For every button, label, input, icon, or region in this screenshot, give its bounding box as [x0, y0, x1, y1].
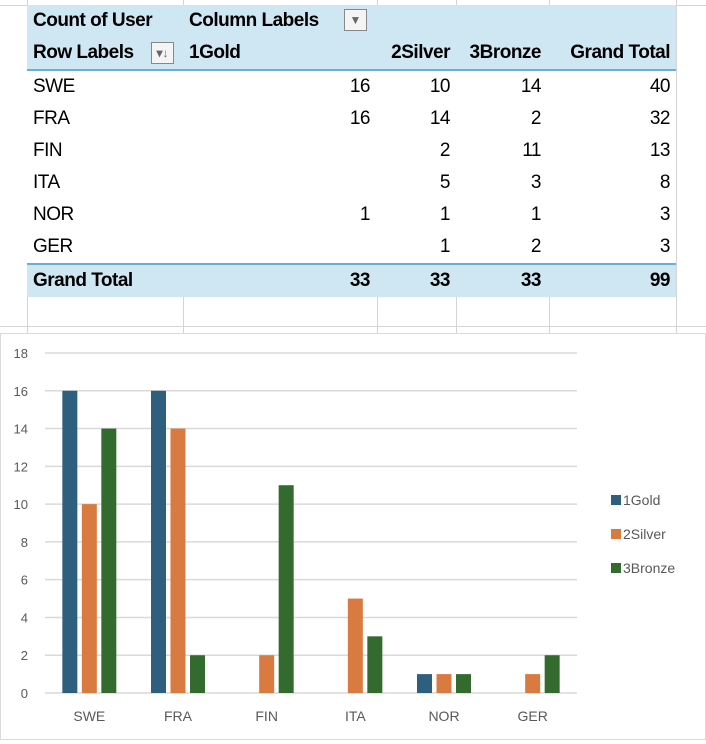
column-header[interactable]: 1Gold [189, 42, 241, 63]
pivot-value: 5 [439, 172, 451, 193]
x-tick-label: GER [517, 708, 547, 724]
pivot-value: 1 [439, 204, 451, 225]
pivot-value: 14 [520, 76, 542, 97]
x-tick-label: FRA [164, 708, 193, 724]
bar-2silver-fra [170, 428, 186, 693]
clustered-column-chart[interactable]: 0 2 4 6 8 10 12 14 16 18 SWE FRA FIN ITA NOR GER 1Gold 2S… [0, 333, 706, 740]
pivot-value: 2 [439, 140, 451, 161]
y-tick-label: 10 [14, 497, 28, 512]
pivot-row[interactable]: NOR 1 1 1 3 [27, 199, 676, 231]
value-field-label: Count of User [33, 10, 153, 31]
legend-entry: 1Gold [623, 492, 660, 508]
pivot-row[interactable]: FRA 16 14 2 32 [27, 103, 676, 135]
pivot-value: 11 [522, 140, 541, 161]
y-tick-label: 16 [14, 384, 28, 399]
pivot-value: 32 [649, 108, 671, 129]
row-label: FRA [33, 108, 70, 129]
pivot-value: 14 [429, 108, 451, 129]
column-header[interactable]: 2Silver [391, 42, 450, 63]
grand-total-value: 99 [649, 270, 671, 291]
pivot-value: 2 [530, 236, 542, 257]
y-tick-label: 0 [21, 686, 28, 701]
row-label: FIN [33, 140, 63, 161]
legend-swatch [611, 563, 621, 573]
pivot-value: 3 [659, 204, 671, 225]
bar-3bronze-swe [101, 428, 117, 693]
row-label: ITA [33, 172, 60, 193]
bar-2silver-fin [259, 655, 275, 693]
column-header[interactable]: 3Bronze [469, 42, 542, 63]
pivot-value: 1 [530, 204, 542, 225]
column-header: Grand Total [570, 42, 670, 63]
y-tick-label: 12 [14, 459, 28, 474]
column-labels-label: Column Labels [189, 10, 319, 31]
gridline [0, 326, 706, 327]
legend-entry: 3Bronze [623, 560, 675, 576]
y-tick-label: 14 [14, 422, 28, 437]
row-labels-label: Row Labels [33, 42, 134, 63]
pivot-table: Count of User Column Labels ▼ Row Labels… [27, 5, 676, 297]
grand-total-value: 33 [520, 270, 542, 291]
grand-total-row: Grand Total 33 33 33 99 [27, 263, 676, 297]
bar-2silver-ita [347, 598, 363, 693]
pivot-value: 10 [429, 76, 451, 97]
bar-3bronze-ger [544, 655, 560, 693]
pivot-row[interactable]: ITA 5 3 8 [27, 167, 676, 199]
legend-swatch [611, 529, 621, 539]
pivot-value: 16 [349, 76, 371, 97]
bar-3bronze-fra [190, 655, 205, 693]
grand-total-label: Grand Total [33, 270, 133, 291]
bar-1gold-fra [151, 390, 166, 693]
y-tick-label: 2 [21, 648, 28, 663]
grand-total-value: 33 [429, 270, 451, 291]
legend-swatch [611, 495, 621, 505]
row-label: GER [33, 236, 73, 257]
bar-1gold-nor [417, 674, 432, 693]
row-label: NOR [33, 204, 74, 225]
pivot-value: 40 [649, 76, 671, 97]
row-sort-filter-icon[interactable]: ▾↓ [151, 42, 174, 64]
pivot-value: 1 [439, 236, 451, 257]
bar-2silver-ger [525, 674, 541, 693]
pivot-value: 16 [349, 108, 371, 129]
bar-3bronze-ita [367, 636, 383, 693]
x-tick-label: ITA [345, 708, 366, 724]
column-filter-dropdown-icon[interactable]: ▼ [344, 9, 367, 31]
x-tick-label: FIN [255, 708, 278, 724]
y-tick-label: 4 [21, 610, 28, 625]
gridline [676, 0, 677, 335]
row-label: SWE [33, 76, 75, 97]
pivot-row[interactable]: SWE 16 10 14 40 [27, 71, 676, 103]
pivot-value: 1 [359, 204, 371, 225]
bar-3bronze-fin [278, 485, 294, 693]
pivot-value: 3 [530, 172, 542, 193]
pivot-header-row-2: Row Labels ▾↓ 1Gold 2Silver 3Bronze Gran… [27, 37, 676, 71]
bar-3bronze-nor [456, 674, 471, 693]
grand-total-value: 33 [349, 270, 371, 291]
pivot-value: 2 [530, 108, 542, 129]
y-tick-label: 18 [14, 346, 28, 361]
y-tick-label: 6 [21, 573, 28, 588]
x-tick-label: NOR [428, 708, 459, 724]
pivot-row[interactable]: FIN 2 11 13 [27, 135, 676, 167]
y-tick-label: 8 [21, 535, 28, 550]
pivot-value: 8 [659, 172, 671, 193]
pivot-value: 3 [659, 236, 671, 257]
chart-svg: 0 2 4 6 8 10 12 14 16 18 SWE FRA FIN ITA NOR GER 1Gold 2S… [14, 346, 676, 724]
pivot-value: 13 [649, 140, 671, 161]
bar-2silver-swe [81, 504, 97, 693]
x-tick-label: SWE [73, 708, 105, 724]
pivot-header-row-1: Count of User Column Labels ▼ [27, 5, 676, 37]
bar-1gold-swe [62, 390, 78, 693]
legend-entry: 2Silver [623, 526, 666, 542]
bar-2silver-nor [436, 674, 452, 693]
pivot-row[interactable]: GER 1 2 3 [27, 231, 676, 263]
